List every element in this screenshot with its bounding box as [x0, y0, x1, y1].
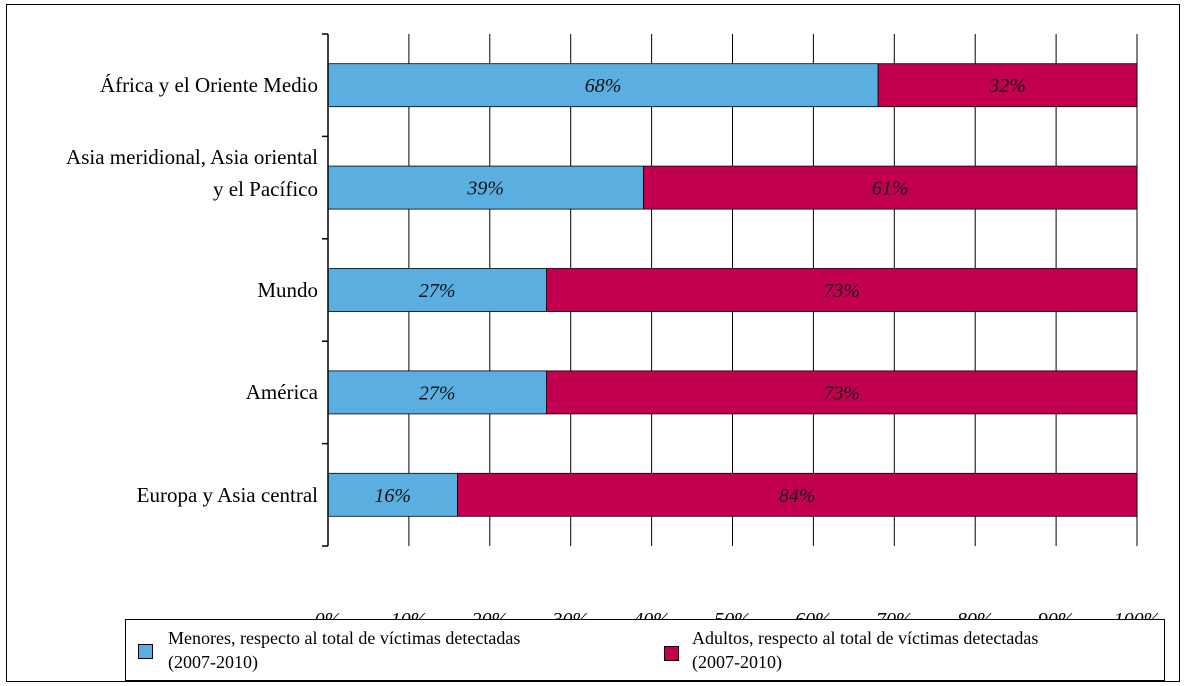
category-label-line: Asia meridional, Asia oriental — [66, 144, 318, 169]
bar-segment-adultos — [877, 63, 1138, 108]
data-label: 61% — [872, 178, 909, 200]
legend-label-menores-line2: (2007-2010) — [168, 652, 258, 672]
bar-segment-adultos — [546, 268, 1138, 312]
legend-swatch-menores — [138, 644, 153, 659]
category-label-line: América — [245, 380, 318, 405]
data-label: 16% — [374, 485, 411, 507]
category-label: Europa y Asia central — [18, 479, 318, 511]
data-label: 73% — [823, 280, 860, 302]
category-label: América — [18, 376, 318, 408]
data-label: 32% — [988, 75, 1026, 97]
bar-segment-menores — [327, 370, 547, 415]
bar-segment-menores — [327, 63, 879, 108]
data-label: 68% — [585, 75, 622, 97]
legend-label-adultos-line1: Adultos, respecto al total de víctimas d… — [692, 628, 1039, 648]
legend-swatch-adultos — [664, 646, 679, 661]
category-label-line: Mundo — [257, 278, 318, 302]
bar-segment-menores — [327, 268, 547, 312]
bar-segment-adultos — [643, 165, 1138, 210]
category-label-line: África y el Oriente Medio — [99, 73, 318, 98]
data-label: 39% — [466, 178, 504, 200]
legend-label-menores-line1: Menores, respecto al total de víctimas d… — [168, 628, 521, 648]
category-label-line: y el Pacífico — [213, 176, 318, 201]
bar-segment-menores — [327, 165, 644, 210]
legend-label-adultos-line2: (2007-2010) — [692, 652, 782, 672]
data-label: 27% — [419, 382, 456, 404]
chart-frame — [6, 4, 1180, 682]
bar-segment-adultos — [546, 370, 1138, 415]
bar-segment-adultos — [457, 472, 1138, 517]
category-label-line: Europa y Asia central — [136, 482, 318, 507]
data-label: 84% — [779, 485, 816, 507]
category-label: Mundo — [18, 274, 318, 306]
category-label: Asia meridional, Asia oriental y el Pacíf… — [18, 141, 318, 205]
data-label: 27% — [419, 280, 456, 302]
category-label: África y el Oriente Medio — [18, 69, 318, 101]
data-label: 73% — [823, 382, 860, 404]
legend: Menores, respecto al total de víctimas d… — [125, 619, 1165, 681]
